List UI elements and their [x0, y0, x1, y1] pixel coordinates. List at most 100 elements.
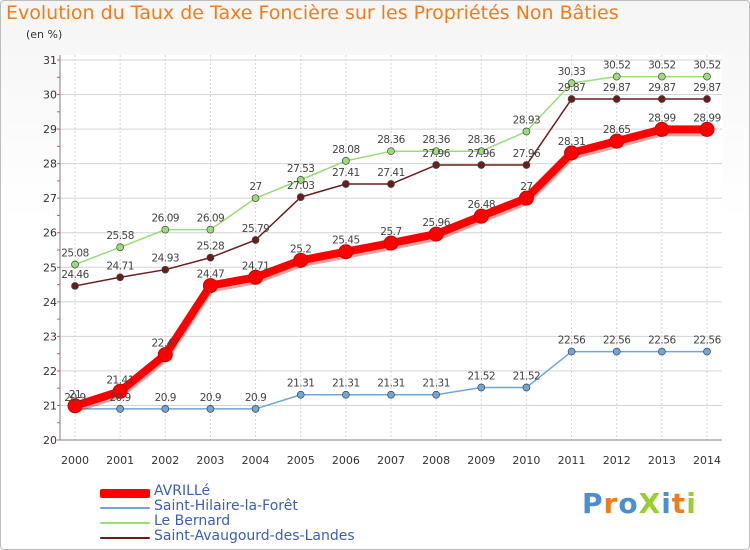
data-point	[522, 127, 531, 136]
data-label: 22.56	[558, 335, 586, 347]
data-label: 28.08	[332, 144, 360, 156]
data-point	[703, 347, 711, 356]
data-point	[206, 225, 215, 234]
data-label: 28.31	[558, 136, 586, 148]
data-label: 25.7	[380, 226, 401, 238]
x-tick-label: 2012	[603, 454, 631, 467]
data-label: 28.65	[603, 124, 631, 136]
data-point	[206, 405, 215, 413]
data-point	[157, 347, 173, 363]
logo-letter: P	[582, 487, 604, 520]
data-label: 27.96	[468, 148, 496, 160]
data-point	[342, 180, 350, 188]
x-tick-label: 2005	[287, 454, 315, 467]
data-label: 27.41	[377, 167, 405, 179]
x-tick-label: 2013	[648, 454, 676, 467]
data-point	[67, 398, 83, 414]
data-point	[116, 405, 124, 413]
data-label: 26.48	[468, 199, 496, 211]
data-point	[116, 243, 124, 252]
data-point	[432, 161, 440, 169]
data-point	[296, 390, 305, 399]
data-label: 27.96	[513, 148, 541, 160]
data-point	[296, 193, 305, 201]
data-label: 20.9	[64, 392, 85, 404]
x-tick-label: 2003	[196, 454, 224, 467]
x-tick-label: 2002	[151, 454, 179, 467]
x-tick-label: 2006	[332, 454, 360, 467]
logo-letter: t	[671, 487, 687, 520]
data-label: 21.31	[332, 378, 360, 390]
data-label: 25.08	[61, 248, 89, 260]
data-point	[387, 180, 395, 188]
y-tick-label: 23	[43, 330, 57, 343]
data-label: 30.33	[558, 66, 586, 78]
data-label: 25.79	[242, 223, 270, 235]
unit-label: (en %)	[26, 28, 63, 41]
data-label: 25.2	[290, 243, 311, 255]
data-label: 24.71	[242, 260, 270, 272]
x-tick-label: 2009	[467, 454, 495, 467]
x-tick-label: 2000	[61, 454, 89, 467]
data-label: 29.87	[648, 82, 676, 94]
logo-letter: X	[638, 487, 662, 520]
data-point	[564, 145, 580, 161]
data-point	[251, 236, 260, 244]
data-point	[116, 273, 124, 282]
legend-swatch	[100, 507, 150, 509]
data-point	[567, 95, 576, 103]
logo-letter: o	[618, 487, 639, 520]
data-label: 29.87	[603, 82, 631, 94]
y-tick-label: 22	[43, 365, 57, 378]
legend-label: Saint-Avaugourd-des-Landes	[154, 528, 355, 544]
data-label: 20.9	[109, 392, 130, 404]
data-label: 26.09	[152, 213, 180, 225]
x-tick-label: 2007	[377, 454, 405, 467]
data-point	[477, 383, 486, 392]
legend-label: Le Bernard	[154, 513, 231, 529]
data-point	[703, 95, 711, 103]
data-point	[612, 95, 621, 103]
y-tick-label: 24	[43, 296, 57, 309]
data-point	[342, 390, 350, 399]
data-point	[609, 133, 625, 149]
data-label: 27.41	[332, 167, 360, 179]
y-tick-label: 28	[43, 158, 57, 171]
y-tick-label: 26	[43, 227, 57, 240]
data-point	[432, 147, 440, 156]
data-label: 28.99	[693, 112, 721, 124]
data-label: 30.52	[693, 60, 721, 72]
data-label: 27	[520, 181, 532, 193]
x-tick-label: 2001	[106, 454, 134, 467]
data-point	[202, 278, 218, 294]
data-point	[518, 190, 534, 206]
data-label: 27.96	[422, 148, 450, 160]
x-tick-label: 2008	[422, 454, 450, 467]
data-label: 21.31	[377, 378, 405, 390]
data-label: 24.93	[152, 253, 180, 265]
data-label: 21	[69, 389, 81, 401]
data-label: 27.03	[287, 180, 315, 192]
data-point	[658, 347, 666, 356]
data-label: 21.31	[422, 378, 450, 390]
data-point	[658, 95, 666, 103]
data-label: 29.87	[693, 82, 721, 94]
data-label: 22.56	[603, 335, 631, 347]
data-label: 26.09	[197, 213, 225, 225]
data-label: 25.45	[332, 235, 360, 247]
data-point	[251, 405, 260, 413]
data-point	[161, 225, 170, 234]
y-tick-label: 30	[43, 89, 57, 102]
data-label: 27	[249, 181, 261, 193]
data-label: 22.47	[152, 338, 180, 350]
data-point	[432, 390, 440, 399]
legend-label: Saint-Hilaire-la-Forêt	[154, 498, 298, 514]
data-label: 20.9	[200, 392, 221, 404]
proxiti-logo: ProXiti	[582, 487, 697, 520]
data-point	[473, 208, 489, 224]
data-point	[161, 265, 170, 274]
data-point	[161, 405, 170, 413]
data-label: 28.36	[468, 134, 496, 146]
logo-letter: r	[603, 487, 619, 520]
data-point	[477, 147, 486, 156]
